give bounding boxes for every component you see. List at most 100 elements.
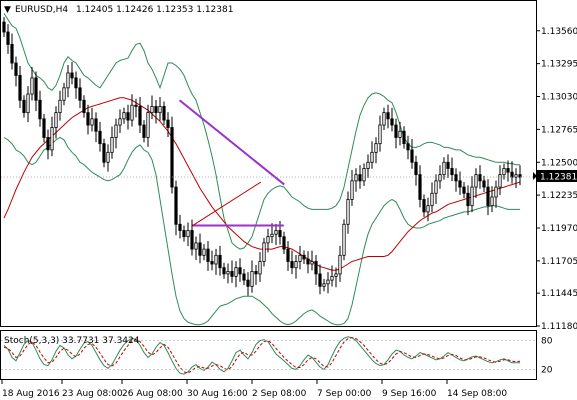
candle-body xyxy=(274,230,278,235)
candle-body xyxy=(362,168,366,182)
candle xyxy=(102,138,106,168)
candle xyxy=(62,82,66,106)
current-price-value: 1.12381 xyxy=(540,173,577,183)
bollinger-upper-line xyxy=(3,13,520,250)
time-tick-label: 23 Aug 08:00 xyxy=(62,389,123,399)
moving-average xyxy=(3,97,521,271)
time-tick-label: 2 Sep 08:00 xyxy=(252,389,307,399)
candle-body xyxy=(182,230,186,238)
candle-body xyxy=(114,124,118,138)
candle-body xyxy=(266,236,270,244)
price-tick-label: 1.12500 xyxy=(541,158,577,168)
candle-body xyxy=(138,106,142,126)
time-tick-label: 30 Aug 16:00 xyxy=(187,389,248,399)
candle xyxy=(514,168,518,189)
candle-body xyxy=(478,174,482,182)
candle xyxy=(282,231,286,255)
candle xyxy=(86,104,90,135)
candle-body xyxy=(430,192,434,207)
candle-body xyxy=(502,168,506,176)
candle xyxy=(294,255,298,279)
candle-body xyxy=(230,271,234,277)
candle xyxy=(382,107,386,131)
candle-body xyxy=(74,77,78,89)
candle xyxy=(14,56,18,87)
candle xyxy=(106,144,110,172)
candle xyxy=(234,261,238,288)
candle-body xyxy=(342,223,346,256)
candle-body xyxy=(282,236,286,250)
candle xyxy=(454,168,458,192)
candle-body xyxy=(146,112,150,138)
candle-body xyxy=(166,119,170,128)
candle xyxy=(362,163,366,186)
candle-body xyxy=(250,271,254,287)
candle xyxy=(426,197,430,222)
candle xyxy=(222,262,226,279)
candle xyxy=(206,241,210,271)
candle-body xyxy=(198,242,202,256)
candle xyxy=(398,121,402,146)
candle xyxy=(98,121,102,152)
candle xyxy=(302,250,306,264)
candle xyxy=(190,219,194,256)
dropdown-icon[interactable]: ▼ xyxy=(4,5,11,15)
candle-body xyxy=(54,112,58,128)
candle xyxy=(74,71,78,99)
candle xyxy=(290,250,294,275)
candle xyxy=(498,165,502,196)
candle xyxy=(306,251,310,274)
price-axis: 1.13560 1.13295 1.13030 1.12765 1.12500 1.122… xyxy=(536,27,577,332)
candle-body xyxy=(210,261,214,265)
candle xyxy=(58,90,62,121)
candle-body xyxy=(306,258,310,265)
candle-body xyxy=(38,99,42,120)
candle-body xyxy=(358,174,362,182)
candle-body xyxy=(246,279,250,287)
candle-body xyxy=(474,174,478,188)
candle-body xyxy=(178,223,182,231)
candle-body xyxy=(302,254,306,260)
candle xyxy=(506,160,510,182)
candle xyxy=(26,86,30,123)
trendlines[interactable] xyxy=(178,99,285,227)
time-tick-label: 18 Aug 2016 xyxy=(2,389,60,399)
candle xyxy=(326,272,330,294)
candle-body xyxy=(94,118,98,132)
candle-body xyxy=(50,127,54,151)
candle xyxy=(486,179,490,216)
candle xyxy=(182,225,186,242)
candle xyxy=(322,278,326,292)
bollinger-bands xyxy=(3,13,520,326)
candle xyxy=(90,107,94,132)
candle xyxy=(334,267,338,288)
candle-body xyxy=(10,44,14,64)
candle xyxy=(342,219,346,261)
candle-body xyxy=(82,99,86,114)
candle-body xyxy=(466,192,470,207)
candle-body xyxy=(382,112,386,126)
candle-body xyxy=(442,161,446,176)
price-tick-label: 1.11180 xyxy=(541,322,577,332)
candle-body xyxy=(270,233,274,238)
candle-body xyxy=(470,186,474,207)
candle xyxy=(170,116,174,194)
symbol-label: EURUSD,H4 xyxy=(15,5,68,15)
candle xyxy=(150,95,154,120)
candle xyxy=(126,104,130,130)
candle-body xyxy=(506,168,510,173)
time-tick-label: 9 Sep 16:00 xyxy=(382,389,437,399)
candle-body xyxy=(162,106,166,121)
candle-body xyxy=(498,174,502,188)
candle xyxy=(374,137,378,164)
candle xyxy=(146,104,150,147)
candle-body xyxy=(374,143,378,153)
candle xyxy=(410,138,414,169)
candle xyxy=(114,118,118,149)
candle-body xyxy=(98,130,102,145)
candle xyxy=(34,71,38,112)
price-tick-label: 1.11970 xyxy=(541,224,577,234)
candle xyxy=(246,272,250,296)
candle xyxy=(442,157,446,180)
